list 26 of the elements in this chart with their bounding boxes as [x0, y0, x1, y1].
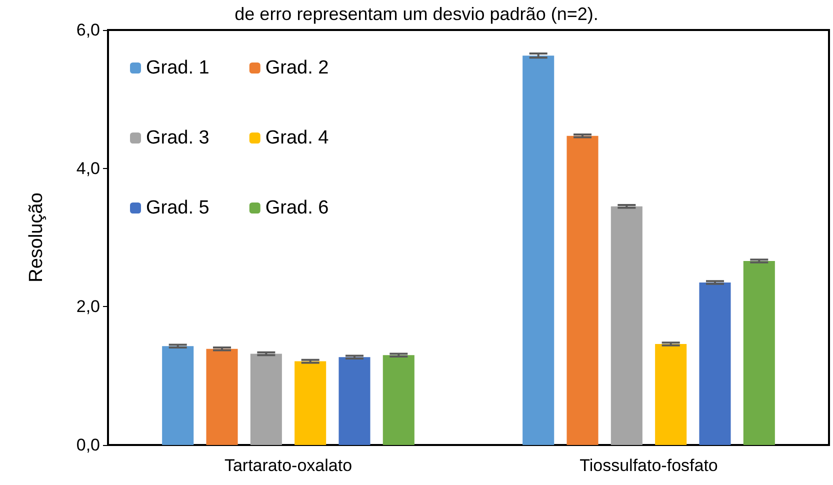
legend-label: Grad. 1 — [146, 58, 210, 78]
x-tick-label: Tiossulfato-fosfato — [580, 456, 718, 475]
legend-label: Grad. 6 — [265, 198, 329, 218]
bar — [566, 136, 598, 445]
y-axis-title: Resolução — [26, 192, 47, 282]
bar — [655, 344, 687, 445]
chart-subtitle: de erro representam um desvio padrão (n=2). — [234, 4, 598, 24]
bar — [382, 355, 414, 445]
legend-label: Grad. 5 — [146, 198, 210, 218]
bar — [699, 282, 731, 445]
bar — [206, 348, 238, 445]
legend-label: Grad. 4 — [265, 128, 330, 148]
y-tick-label: 4,0 — [76, 158, 100, 178]
bar — [522, 56, 554, 445]
x-tick-label: Tartarato-oxalato — [224, 456, 352, 475]
y-tick-label: 2,0 — [76, 297, 100, 316]
y-tick-label: 0,0 — [76, 436, 100, 454]
bar — [743, 261, 775, 445]
bar — [338, 357, 370, 445]
legend-label: Grad. 2 — [265, 58, 329, 78]
bar — [610, 206, 642, 445]
bar — [250, 354, 282, 445]
bar — [162, 346, 194, 445]
bar — [294, 361, 326, 445]
legend-label: Grad. 3 — [146, 128, 210, 148]
y-tick-label: 6,0 — [76, 20, 100, 40]
